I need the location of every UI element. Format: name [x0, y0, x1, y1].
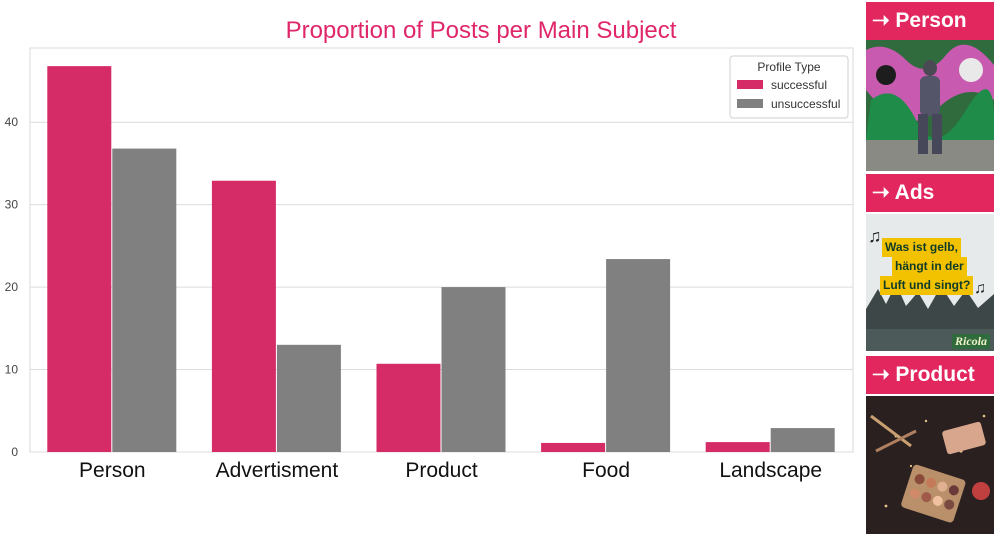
legend: Profile Type successful unsuccessful	[729, 55, 849, 119]
person-banner: ➝ Person	[866, 2, 994, 40]
person-photo	[866, 40, 994, 171]
legend-swatch-successful	[737, 80, 763, 89]
x-tick-label-product: Product	[405, 459, 478, 482]
legend-title: Profile Type	[757, 60, 820, 74]
ads-banner: ➝ Ads	[866, 174, 994, 212]
legend-label-successful: successful	[771, 78, 827, 92]
x-tick-label-advertisment: Advertisment	[216, 459, 339, 482]
bar-person-unsuccessful	[112, 148, 177, 452]
legend-label-unsuccessful: unsuccessful	[771, 97, 840, 111]
y-tick-label: 0	[11, 445, 18, 459]
y-tick-label: 20	[5, 280, 19, 294]
y-tick-label: 40	[5, 115, 19, 129]
music-note-icon-2: ♫	[974, 280, 986, 297]
x-tick-label-food: Food	[582, 459, 630, 482]
y-axis: 0 10 20 30 40	[5, 115, 19, 459]
bar-landscape-unsuccessful	[770, 428, 835, 452]
bars	[47, 66, 835, 452]
legend-swatch-unsuccessful	[737, 99, 763, 108]
person-photo-illustration	[866, 40, 994, 171]
music-note-icon: ♫	[868, 226, 882, 246]
y-tick-label: 10	[5, 363, 19, 377]
ad-text-line-3: Luft und singt?	[880, 276, 974, 295]
ad-text-line-1: Was ist gelb,	[882, 238, 961, 257]
product-photo-illustration	[866, 396, 994, 534]
bar-food-unsuccessful	[606, 259, 671, 452]
bar-landscape-successful	[705, 442, 770, 452]
x-tick-label-landscape: Landscape	[719, 459, 822, 482]
product-banner: ➝ Product	[866, 356, 994, 394]
x-tick-label-person: Person	[79, 459, 146, 482]
bar-person-successful	[47, 66, 112, 452]
bar-advertisment-unsuccessful	[276, 344, 341, 452]
y-tick-label: 30	[5, 198, 19, 212]
x-axis: Person Advertisment Product Food Landscape	[79, 459, 822, 482]
bar-chart: Proportion of Posts per Main Subject 0 10…	[5, 17, 854, 482]
ricola-logo: Ricola	[952, 334, 990, 349]
bar-product-successful	[376, 363, 441, 452]
bar-food-successful	[541, 442, 606, 452]
product-photo	[866, 396, 994, 534]
bar-advertisment-successful	[211, 180, 276, 452]
ads-image: Was ist gelb, hängt in der Luft und sing…	[866, 214, 994, 351]
bar-product-unsuccessful	[441, 287, 506, 452]
ad-text-line-2: hängt in der	[892, 257, 967, 276]
chart-title: Proportion of Posts per Main Subject	[286, 17, 677, 44]
